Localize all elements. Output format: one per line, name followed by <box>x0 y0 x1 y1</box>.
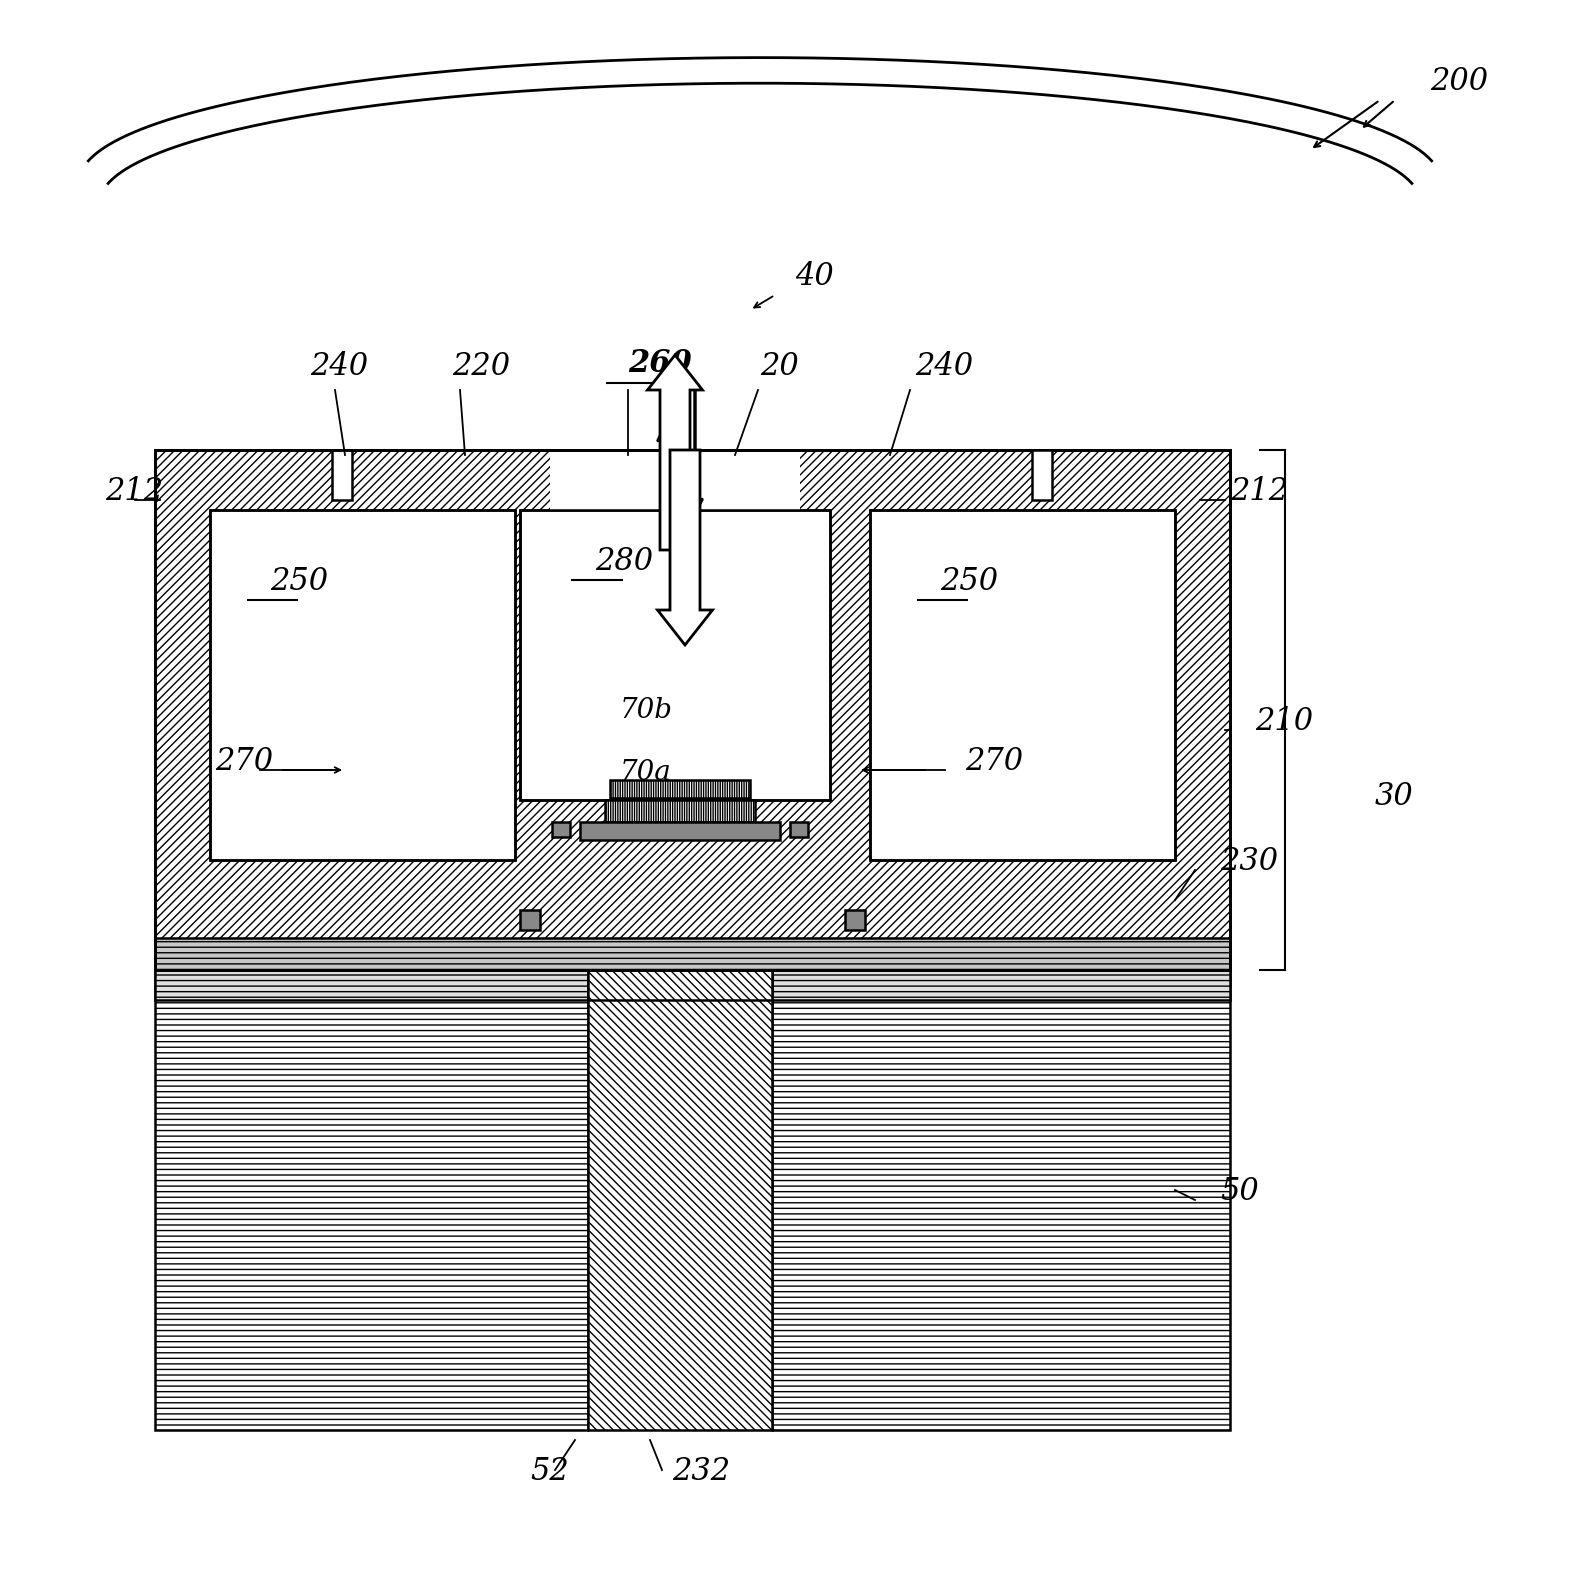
Text: 52: 52 <box>531 1456 569 1487</box>
Text: 50: 50 <box>1220 1176 1258 1208</box>
Text: 210: 210 <box>1255 706 1313 737</box>
Bar <box>580 822 780 841</box>
Bar <box>610 780 750 798</box>
Text: 30: 30 <box>1374 782 1414 812</box>
Text: 230: 230 <box>1220 845 1278 877</box>
Bar <box>156 969 588 1430</box>
Text: 240: 240 <box>310 351 369 381</box>
Bar <box>845 910 864 930</box>
Bar <box>210 510 515 860</box>
Text: 240: 240 <box>915 351 972 381</box>
Bar <box>520 910 540 930</box>
Bar <box>156 941 588 999</box>
Bar <box>871 510 1174 860</box>
Text: 280: 280 <box>594 547 653 577</box>
FancyArrow shape <box>647 354 702 550</box>
Bar <box>332 450 353 501</box>
Text: 270: 270 <box>965 745 1023 777</box>
Text: 212: 212 <box>1230 477 1289 507</box>
Bar <box>156 450 1230 969</box>
Text: 212: 212 <box>105 477 164 507</box>
Text: 250: 250 <box>270 566 327 597</box>
Bar <box>156 938 1230 969</box>
Bar <box>772 941 1230 999</box>
Text: 200: 200 <box>1430 67 1489 97</box>
Bar <box>520 510 829 799</box>
Bar <box>588 941 772 999</box>
Text: 270: 270 <box>215 745 273 777</box>
Bar <box>156 450 1230 969</box>
Bar <box>1031 450 1052 501</box>
Text: 70a: 70a <box>620 760 672 787</box>
FancyArrow shape <box>658 450 712 645</box>
Bar <box>520 510 829 799</box>
Bar <box>210 510 515 860</box>
Text: 250: 250 <box>941 566 998 597</box>
Text: 70b: 70b <box>620 698 674 725</box>
Bar <box>605 799 755 822</box>
Text: 40: 40 <box>794 261 834 292</box>
Bar <box>551 822 570 837</box>
Text: 20: 20 <box>760 351 799 381</box>
Bar <box>871 510 1174 860</box>
Bar <box>588 969 772 1430</box>
Bar <box>790 822 807 837</box>
Text: 220: 220 <box>451 351 510 381</box>
Bar <box>772 969 1230 1430</box>
Text: 260: 260 <box>628 348 691 380</box>
Text: 232: 232 <box>672 1456 729 1487</box>
Bar <box>550 445 799 510</box>
